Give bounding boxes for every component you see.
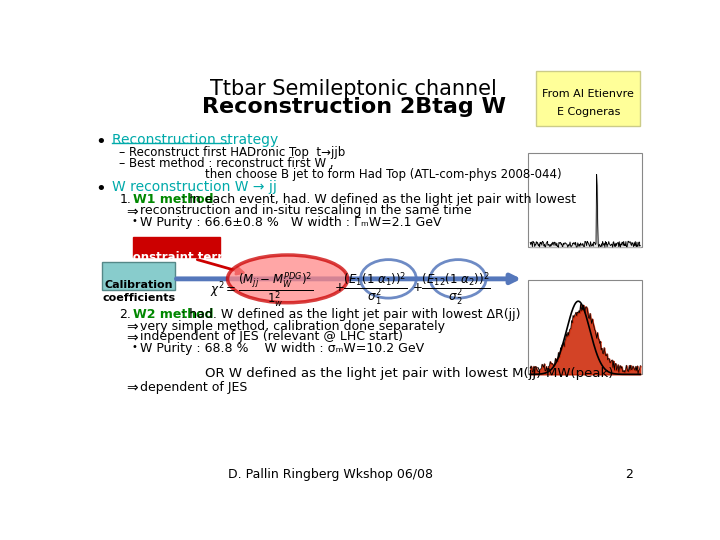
Text: ⇒: ⇒ xyxy=(127,320,138,334)
Text: •: • xyxy=(132,342,138,352)
Text: –: – xyxy=(118,146,124,159)
FancyBboxPatch shape xyxy=(536,71,640,126)
FancyBboxPatch shape xyxy=(102,262,175,289)
Text: $\chi^2 = \dfrac{(M_{jj} - M_W^{PDG})^2}{1_w^2}$: $\chi^2 = \dfrac{(M_{jj} - M_W^{PDG})^2}… xyxy=(210,271,313,310)
Text: •: • xyxy=(96,132,107,151)
Text: Calibration
coefficients: Calibration coefficients xyxy=(102,280,176,303)
Text: ⇒: ⇒ xyxy=(127,330,138,345)
Text: very simple method, calibration done separately: very simple method, calibration done sep… xyxy=(140,320,445,333)
FancyBboxPatch shape xyxy=(133,237,220,257)
Ellipse shape xyxy=(228,255,348,303)
Text: Reconstruct first HADronic Top  t→jjb: Reconstruct first HADronic Top t→jjb xyxy=(129,146,345,159)
Text: ⇒: ⇒ xyxy=(127,381,138,395)
Text: –: – xyxy=(118,157,124,170)
Text: Constraint term: Constraint term xyxy=(124,251,230,264)
Text: E Cogneras: E Cogneras xyxy=(557,107,620,117)
Text: W Purity : 68.8 %    W width : σₘW=10.2 GeV: W Purity : 68.8 % W width : σₘW=10.2 GeV xyxy=(140,342,424,355)
Text: Best method : reconstruct first W ,: Best method : reconstruct first W , xyxy=(129,157,333,170)
Text: then choose B jet to form Had Top (ATL-com-phys 2008-044): then choose B jet to form Had Top (ATL-c… xyxy=(204,168,562,181)
Text: 2.: 2. xyxy=(120,308,131,321)
Text: 1.: 1. xyxy=(120,193,131,206)
Text: Reconstruction strategy: Reconstruction strategy xyxy=(112,132,278,146)
Text: dependent of JES: dependent of JES xyxy=(140,381,247,394)
Text: : had. W defined as the light jet pair with lowest ΔR(jj): : had. W defined as the light jet pair w… xyxy=(181,308,520,321)
Text: Ttbar Semileptonic channel: Ttbar Semileptonic channel xyxy=(210,79,497,99)
Text: Reconstruction 2Btag W: Reconstruction 2Btag W xyxy=(202,97,505,117)
Text: From AI Etienvre: From AI Etienvre xyxy=(542,90,634,99)
Text: : In each event, had. W defined as the light jet pair with lowest: : In each event, had. W defined as the l… xyxy=(181,193,576,206)
Text: $+ \dfrac{(E_1(1\ \alpha_1))^2}{\sigma_1^2}$: $+ \dfrac{(E_1(1\ \alpha_1))^2}{\sigma_1… xyxy=(334,271,408,308)
Text: W2 method: W2 method xyxy=(132,308,213,321)
Text: OR W defined as the light jet pair with lowest M(jj)-MW(peak): OR W defined as the light jet pair with … xyxy=(204,367,613,380)
Text: •: • xyxy=(96,180,107,198)
Text: W1 method: W1 method xyxy=(132,193,213,206)
Text: D. Pallin Ringberg Wkshop 06/08: D. Pallin Ringberg Wkshop 06/08 xyxy=(228,468,433,481)
Text: W Purity : 66.6±0.8 %   W width : ΓₘW=2.1 GeV: W Purity : 66.6±0.8 % W width : ΓₘW=2.1 … xyxy=(140,215,441,229)
Text: •: • xyxy=(132,215,138,226)
FancyBboxPatch shape xyxy=(528,153,642,247)
FancyBboxPatch shape xyxy=(528,280,642,374)
Text: W reconstruction W → jj: W reconstruction W → jj xyxy=(112,180,276,194)
Text: $+ \dfrac{(E_{12}(1\ \alpha_2))^2}{\sigma_2^2}$: $+ \dfrac{(E_{12}(1\ \alpha_2))^2}{\sigm… xyxy=(412,271,490,308)
Text: ⇒: ⇒ xyxy=(127,204,138,218)
Text: reconstruction and in-situ rescaling in the same time: reconstruction and in-situ rescaling in … xyxy=(140,204,471,217)
Text: 2: 2 xyxy=(625,468,632,481)
Text: independent of JES (relevant @ LHC start): independent of JES (relevant @ LHC start… xyxy=(140,330,402,343)
